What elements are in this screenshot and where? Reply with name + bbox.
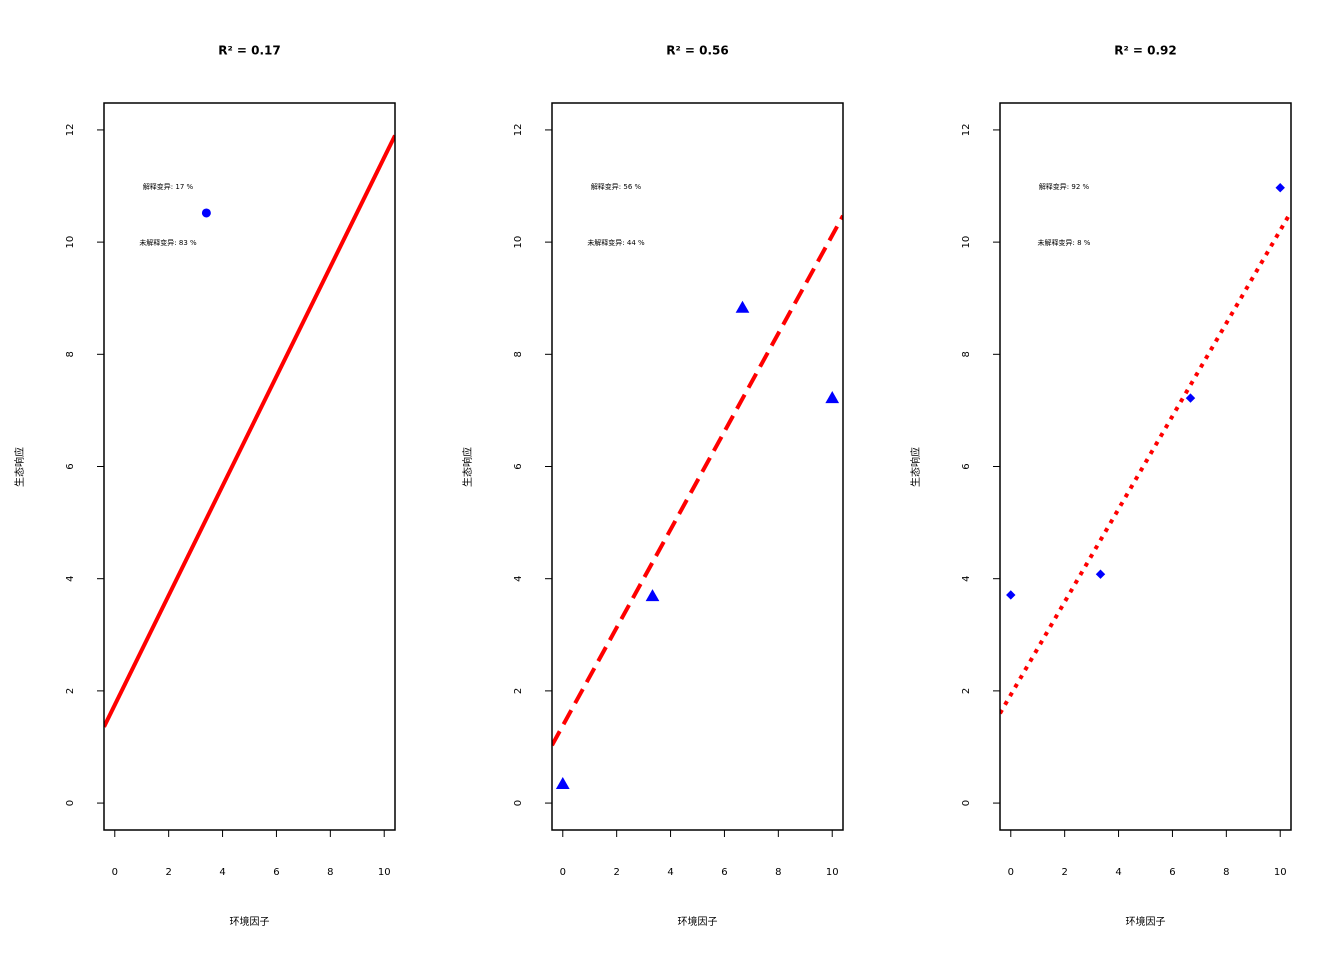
y-tick-label: 4 — [65, 576, 76, 582]
annotation: 未解释变异: 8 % — [1038, 238, 1091, 247]
y-tick-label: 4 — [513, 576, 524, 582]
y-tick-label: 2 — [65, 688, 76, 694]
point — [201, 208, 211, 218]
x-tick-label: 0 — [1008, 867, 1014, 878]
chart-title: R² = 0.92 — [1114, 44, 1177, 58]
y-tick-label: 0 — [513, 800, 524, 806]
x-tick-label: 8 — [1223, 867, 1229, 878]
annotation: 解释变异: 17 % — [143, 182, 194, 191]
x-tick-label: 10 — [378, 867, 391, 878]
annotation: 未解释变异: 83 % — [139, 238, 197, 247]
plot-frame — [103, 102, 396, 831]
point — [1275, 182, 1285, 193]
x-tick-label: 2 — [1061, 867, 1067, 878]
x-tick-label: 4 — [219, 867, 225, 878]
y-tick-label: 12 — [513, 124, 524, 137]
point — [645, 589, 660, 602]
plot-frame — [551, 102, 844, 831]
x-axis-label: 环境因子 — [1126, 915, 1166, 928]
x-tick-label: 6 — [721, 867, 727, 878]
y-tick-label: 10 — [961, 236, 972, 249]
y-axis-label: 生态响应 — [909, 447, 922, 487]
x-tick-label: 4 — [1115, 867, 1121, 878]
y-tick-label: 2 — [961, 688, 972, 694]
plot-frame — [999, 102, 1292, 831]
y-tick-label: 6 — [961, 463, 972, 469]
point — [1095, 569, 1106, 579]
x-tick-label: 0 — [112, 867, 118, 878]
y-tick-label: 6 — [513, 463, 524, 469]
y-tick-label: 8 — [513, 351, 524, 357]
point — [1006, 590, 1016, 600]
fit-line — [1000, 210, 1291, 715]
y-tick-label: 12 — [961, 124, 972, 137]
point — [735, 300, 750, 313]
x-axis-label: 环境因子 — [230, 915, 270, 928]
y-axis-label: 生态响应 — [13, 447, 26, 487]
x-tick-label: 0 — [560, 867, 566, 878]
y-tick-label: 6 — [65, 463, 76, 469]
y-tick-label: 8 — [961, 351, 972, 357]
x-tick-label: 10 — [1274, 867, 1287, 878]
y-tick-label: 0 — [65, 800, 76, 806]
x-tick-label: 10 — [826, 867, 839, 878]
y-tick-label: 2 — [513, 688, 524, 694]
x-tick-label: 2 — [165, 867, 171, 878]
chart-title: R² = 0.17 — [218, 44, 281, 58]
fit-line — [552, 214, 843, 747]
x-tick-label: 8 — [327, 867, 333, 878]
y-tick-label: 0 — [961, 800, 972, 806]
x-tick-label: 2 — [613, 867, 619, 878]
x-tick-label: 4 — [667, 867, 673, 878]
chart-title: R² = 0.56 — [666, 44, 729, 58]
fit-line — [104, 134, 395, 728]
y-axis-label: 生态响应 — [461, 447, 474, 487]
y-tick-label: 10 — [65, 236, 76, 249]
y-tick-label: 10 — [513, 236, 524, 249]
annotation: 解释变异: 56 % — [591, 182, 642, 191]
x-tick-label: 8 — [775, 867, 781, 878]
y-tick-label: 8 — [65, 351, 76, 357]
y-tick-label: 4 — [961, 576, 972, 582]
annotation: 未解释变异: 44 % — [587, 238, 645, 247]
annotation: 解释变异: 92 % — [1039, 182, 1090, 191]
point — [555, 776, 570, 790]
x-tick-label: 6 — [1169, 867, 1175, 878]
x-axis-label: 环境因子 — [678, 915, 718, 928]
y-tick-label: 12 — [65, 124, 76, 137]
x-tick-label: 6 — [273, 867, 279, 878]
point — [1185, 393, 1196, 403]
point — [825, 391, 840, 404]
